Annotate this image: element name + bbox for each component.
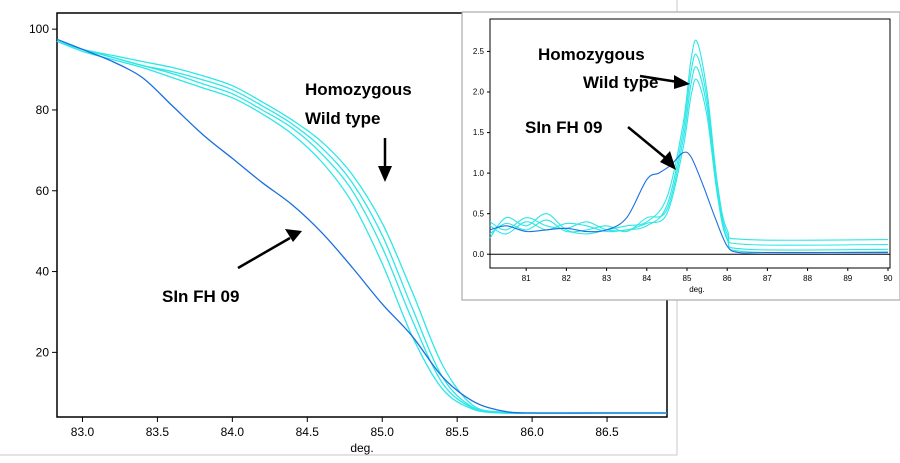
main-y-ticks: 20 40 60 80 100: [29, 22, 57, 359]
x-tick-label: 82: [562, 274, 571, 283]
x-tick-label: 83: [602, 274, 611, 283]
inset-annotation-wildtype-line1: Homozygous: [538, 45, 645, 64]
series-line-mutant-0: [56, 38, 667, 414]
inset-annotation-mutant-arrowhead: [660, 151, 676, 170]
x-tick-label: 84.0: [221, 425, 245, 439]
main-annotation-mutant-label: SIn FH 09: [162, 287, 239, 306]
x-tick-label: 86.5: [595, 425, 619, 439]
y-tick-label: 40: [36, 265, 50, 279]
x-tick-label: 84.5: [296, 425, 320, 439]
inset-annotation-mutant-arrow: [627, 126, 669, 161]
x-tick-label: 84: [642, 274, 651, 283]
inset-annotation-mutant-label: SIn FH 09: [525, 118, 602, 137]
inset-chart: 0.00.51.01.52.02.5 81 82 83 84 85 86 87 88 89 90 …: [461, 11, 900, 301]
x-tick-label: 88: [803, 274, 812, 283]
y-tick-label: 1.5: [473, 128, 485, 137]
main-annotation-mutant-arrow: [237, 236, 291, 270]
series-line-mutant-0: [489, 151, 888, 254]
y-tick-label: 60: [36, 184, 50, 198]
main-annotation-mutant-arrowhead: [285, 229, 302, 242]
main-x-axis-label: deg.: [350, 441, 373, 455]
x-tick-label: 85.0: [371, 425, 395, 439]
x-tick-label: 81: [522, 274, 531, 283]
x-tick-label: 86.0: [520, 425, 544, 439]
main-annotation-wildtype-line1: Homozygous: [305, 80, 412, 99]
x-tick-label: 85: [683, 274, 692, 283]
y-tick-label: 0.0: [473, 250, 485, 259]
main-x-ticks: 83.0 83.5 84.0 84.5 85.0 85.5 86.0 86.5: [71, 417, 619, 439]
x-tick-label: 89: [843, 274, 852, 283]
inset-y-ticks: 0.0 0.5 1.0 1.5 2.0 2.5: [473, 47, 490, 259]
y-tick-label: 1.0: [473, 169, 485, 178]
x-tick-label: 85.5: [445, 425, 469, 439]
inset-series-group: [489, 39, 889, 254]
x-tick-label: 83.0: [71, 425, 95, 439]
main-series-group: [56, 38, 667, 415]
y-tick-label: 2.0: [473, 88, 485, 97]
inset-annotation-wildtype-arrowhead: [674, 75, 690, 89]
inset-x-ticks: 81 82 83 84 85 86 87 88 89 90: [522, 268, 893, 283]
x-tick-label: 83.5: [146, 425, 170, 439]
y-tick-label: 0.5: [473, 209, 485, 218]
y-tick-label: 2.5: [473, 47, 485, 56]
inset-annotation-wildtype-line2: Wild type: [583, 73, 658, 92]
x-tick-label: 87: [763, 274, 772, 283]
inset-x-axis-label: deg.: [689, 285, 705, 294]
y-tick-label: 20: [36, 345, 50, 359]
y-tick-label: 100: [29, 22, 49, 36]
x-tick-label: 86: [723, 274, 732, 283]
series-line-wildtype-4: [56, 40, 667, 414]
main-annotation-wildtype-arrowhead: [378, 166, 392, 182]
inset-annotation-wildtype-arrow: [639, 74, 679, 84]
series-line-wildtype-4: [489, 78, 889, 254]
y-tick-label: 80: [36, 103, 50, 117]
main-annotation-wildtype-line2: Wild type: [305, 109, 380, 128]
x-tick-label: 90: [884, 274, 893, 283]
